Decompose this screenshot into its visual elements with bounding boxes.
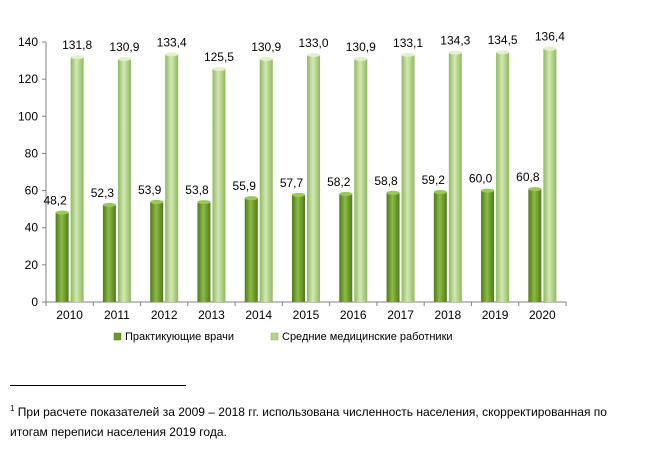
x-tick-label: 2013 — [198, 308, 225, 322]
bar-series-2 — [543, 48, 557, 302]
footnote: 1 При расчете показателей за 2009 – 2018… — [10, 399, 640, 442]
x-tick-label: 2010 — [56, 308, 83, 322]
data-label: 133,4 — [157, 35, 187, 49]
bar-series-1 — [433, 192, 447, 302]
data-label: 53,8 — [185, 183, 209, 197]
data-label: 52,3 — [91, 186, 115, 200]
x-tick-label: 2017 — [387, 308, 414, 322]
bar-series-1 — [197, 202, 211, 302]
x-tick-label: 2019 — [482, 308, 509, 322]
footnote-divider — [10, 385, 186, 386]
bar-top-cap — [212, 66, 226, 71]
x-axis: 2010 2011 2012 2013 2014 2015 2016 2017 2018 2019… — [45, 301, 567, 322]
data-label: 133,1 — [393, 36, 423, 50]
bar-series-2 — [354, 58, 368, 303]
legend-label: Средние медицинские работники — [282, 331, 453, 343]
data-label: 136,4 — [535, 30, 565, 44]
bar-series-1 — [244, 198, 258, 302]
x-tick-label: 2015 — [293, 308, 320, 322]
y-tick-label: 140 — [18, 35, 38, 49]
y-tick-label: 40 — [25, 221, 39, 235]
x-tick-label: 2012 — [151, 308, 178, 322]
bar-top-cap — [543, 46, 557, 51]
legend-label: Практикующие врачи — [125, 331, 234, 343]
y-tick-label: 80 — [25, 146, 39, 160]
bar-top-cap — [259, 56, 273, 61]
bar-top-cap — [528, 187, 542, 192]
bar-series-1 — [339, 193, 353, 302]
bar-top-cap — [496, 50, 510, 55]
bar-top-cap — [386, 190, 400, 195]
data-label: 58,2 — [327, 175, 351, 189]
bar-top-cap — [339, 191, 353, 196]
data-label: 131,8 — [62, 38, 92, 52]
footnote-text: При расчете показателей за 2009 – 2018 г… — [10, 405, 607, 439]
bar-top-cap — [197, 200, 211, 205]
data-label: 125,5 — [204, 50, 234, 64]
bar-top-cap — [150, 199, 164, 204]
x-tick-label: 2011 — [104, 308, 130, 322]
bar-series-1 — [386, 192, 400, 302]
x-tick-label: 2020 — [529, 308, 556, 322]
bar-top-cap — [165, 52, 179, 57]
bar-series-2 — [448, 52, 462, 303]
legend-swatch — [270, 332, 279, 341]
data-labels: 48,2 52,3 53,9 53,8 55,9 57,7 58,2 58,8 59,2 60,0… — [43, 30, 565, 208]
data-label: 58,8 — [374, 174, 398, 188]
bar-series-2 — [117, 58, 131, 303]
bar-series-1 — [102, 204, 116, 302]
bar-top-cap — [102, 202, 116, 207]
x-tick-label: 2016 — [340, 308, 367, 322]
bar-top-cap — [244, 196, 258, 201]
data-label: 57,7 — [280, 176, 304, 190]
bar-series-2 — [401, 54, 415, 302]
bar-top-cap — [55, 210, 69, 215]
data-label: 60,8 — [516, 170, 540, 184]
bar-series-1 — [528, 189, 542, 302]
bar-top-cap — [401, 52, 415, 57]
data-label: 55,9 — [233, 179, 257, 193]
data-label: 48,2 — [43, 193, 67, 207]
y-tick-label: 120 — [18, 72, 38, 86]
bar-top-cap — [292, 192, 305, 197]
bar-series-1 — [292, 194, 305, 302]
legend-swatch — [113, 332, 122, 341]
data-label: 134,5 — [488, 33, 518, 47]
y-axis: 0 20 40 60 80 100 120 140 — [18, 35, 47, 309]
bar-series-2 — [165, 54, 179, 302]
bar-top-cap — [433, 190, 447, 195]
y-tick-label: 20 — [25, 258, 39, 272]
bars — [55, 46, 557, 303]
data-label: 59,2 — [422, 173, 446, 187]
bar-top-cap — [70, 55, 84, 60]
y-tick-label: 60 — [25, 184, 39, 198]
bar-top-cap — [481, 188, 495, 193]
data-label: 60,0 — [469, 172, 493, 186]
y-tick-label: 0 — [31, 295, 38, 309]
bar-series-2 — [70, 57, 84, 302]
data-label: 53,9 — [138, 183, 162, 197]
footnote-marker: 1 — [10, 404, 15, 413]
bar-series-2 — [496, 52, 510, 302]
bar-top-cap — [448, 50, 462, 55]
data-label: 133,0 — [298, 36, 328, 50]
bar-top-cap — [117, 56, 131, 61]
bar-top-cap — [354, 56, 368, 61]
data-label: 130,9 — [251, 40, 281, 54]
bar-series-1 — [150, 201, 164, 302]
data-label: 130,9 — [109, 40, 139, 54]
bar-series-1 — [55, 212, 69, 302]
bar-series-2 — [259, 58, 273, 303]
bar-series-1 — [481, 190, 495, 302]
bar-top-cap — [307, 53, 320, 57]
bar-series-2 — [212, 68, 226, 302]
y-tick-label: 100 — [18, 109, 38, 123]
x-tick-label: 2018 — [434, 308, 461, 322]
data-label: 130,9 — [346, 40, 376, 54]
bar-series-2 — [307, 55, 320, 302]
legend: Практикующие врачи Средние медицинские ра… — [113, 331, 453, 343]
data-label: 134,3 — [440, 34, 470, 48]
x-tick-label: 2014 — [245, 308, 272, 322]
